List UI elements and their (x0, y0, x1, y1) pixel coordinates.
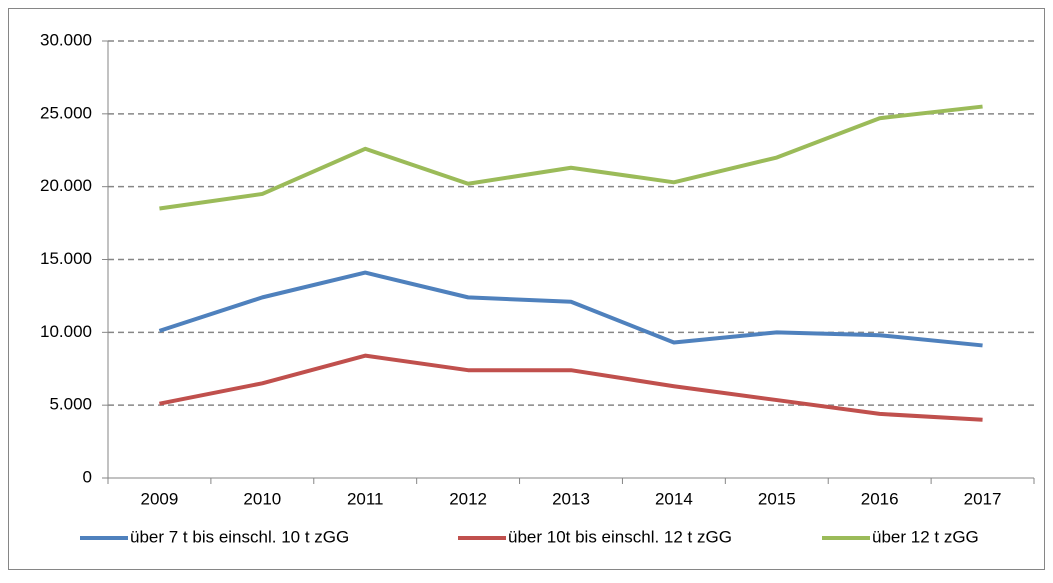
series-line (159, 353, 983, 422)
chart-border (8, 8, 1045, 570)
x-tick-label: 2013 (552, 489, 590, 508)
legend-label: über 7 t bis einschl. 10 t zGG (130, 527, 349, 546)
x-tick-label: 2014 (655, 489, 693, 508)
y-tick-label: 30.000 (40, 30, 92, 49)
x-tick-label: 2009 (141, 489, 179, 508)
legend-label: über 12 t zGG (872, 527, 979, 546)
y-tick-label: 10.000 (40, 322, 92, 341)
y-tick-label: 0 (83, 467, 92, 486)
legend-label: über 10t bis einschl. 12 t zGG (508, 527, 732, 546)
x-tick-label: 2010 (243, 489, 281, 508)
y-tick-label: 20.000 (40, 176, 92, 195)
y-tick-label: 15.000 (40, 249, 92, 268)
x-tick-label: 2012 (449, 489, 487, 508)
x-tick-label: 2015 (758, 489, 796, 508)
x-tick-label: 2011 (347, 489, 384, 508)
y-tick-label: 25.000 (40, 103, 92, 122)
x-tick-label: 2017 (964, 489, 1002, 508)
y-tick-label: 5.000 (49, 395, 92, 414)
series-line (158, 270, 983, 348)
series-line (159, 104, 983, 211)
x-tick-label: 2016 (861, 489, 899, 508)
